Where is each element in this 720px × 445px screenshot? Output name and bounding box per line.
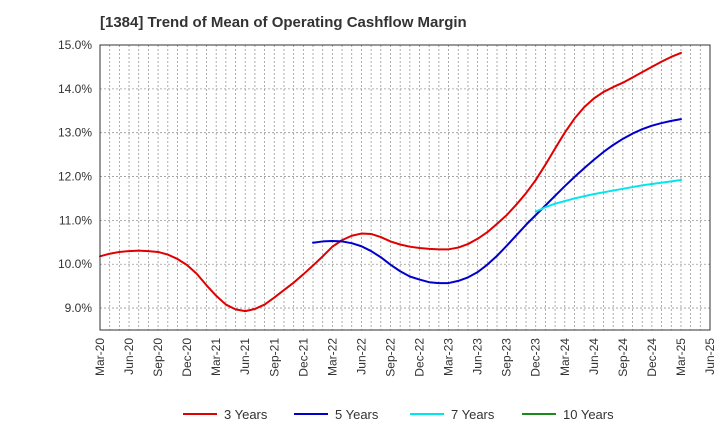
- x-tick-label: Jun-21: [238, 338, 252, 375]
- legend-item: 10 Years: [522, 407, 614, 422]
- y-tick-label: 14.0%: [58, 82, 92, 96]
- series-line-7-years: [534, 179, 682, 213]
- legend-label: 3 Years: [224, 407, 268, 422]
- x-tick-label: Jun-25: [703, 338, 717, 375]
- x-tick-label: Dec-20: [180, 338, 194, 377]
- y-axis-ticks: 9.0% 10.0% 11.0% 12.0% 13.0% 14.0% 15.0%: [58, 38, 92, 315]
- legend-label: 5 Years: [335, 407, 379, 422]
- chart-title: [1384] Trend of Mean of Operating Cashfl…: [100, 14, 467, 31]
- x-tick-label: Dec-21: [296, 338, 310, 377]
- x-tick-label: Sep-24: [616, 338, 630, 377]
- x-tick-label: Mar-20: [93, 338, 107, 376]
- x-tick-label: Mar-21: [209, 338, 223, 376]
- legend-item: 7 Years: [410, 407, 495, 422]
- x-tick-label: Mar-25: [674, 338, 688, 376]
- x-tick-label: Dec-23: [529, 338, 543, 377]
- x-tick-label: Mar-24: [558, 338, 572, 376]
- x-tick-label: Jun-22: [354, 338, 368, 375]
- x-tick-label: Jun-20: [122, 338, 136, 375]
- plot-area: [100, 45, 710, 330]
- y-tick-label: 9.0%: [65, 301, 93, 315]
- y-tick-label: 15.0%: [58, 38, 92, 52]
- legend-label: 7 Years: [451, 407, 495, 422]
- x-axis-ticks: Mar-20 Jun-20 Sep-20 Dec-20 Mar-21 Jun-21 Sep-…: [93, 338, 717, 377]
- x-tick-label: Dec-22: [413, 338, 427, 377]
- legend-item: 5 Years: [294, 407, 379, 422]
- x-tick-label: Dec-24: [645, 338, 659, 377]
- x-tick-label: Sep-21: [267, 338, 281, 377]
- x-tick-label: Mar-22: [325, 338, 339, 376]
- x-tick-label: Jun-24: [587, 338, 601, 375]
- y-tick-label: 12.0%: [58, 170, 92, 184]
- x-tick-label: Sep-22: [383, 338, 397, 377]
- x-tick-label: Sep-23: [500, 338, 514, 377]
- y-tick-label: 11.0%: [59, 213, 92, 227]
- x-tick-label: Jun-23: [471, 338, 485, 375]
- legend-item: 3 Years: [183, 407, 268, 422]
- legend-label: 10 Years: [563, 407, 614, 422]
- series-line-3-years: [99, 51, 682, 313]
- y-tick-label: 13.0%: [58, 126, 92, 140]
- series-line-5-years: [312, 118, 682, 285]
- legend: 3 Years 5 Years 7 Years 10 Years: [183, 407, 614, 422]
- x-tick-label: Sep-20: [151, 338, 165, 377]
- x-tick-label: Mar-23: [442, 338, 456, 376]
- plot-frame: [99, 44, 711, 331]
- y-tick-label: 10.0%: [58, 257, 92, 271]
- series-lines: [99, 51, 682, 313]
